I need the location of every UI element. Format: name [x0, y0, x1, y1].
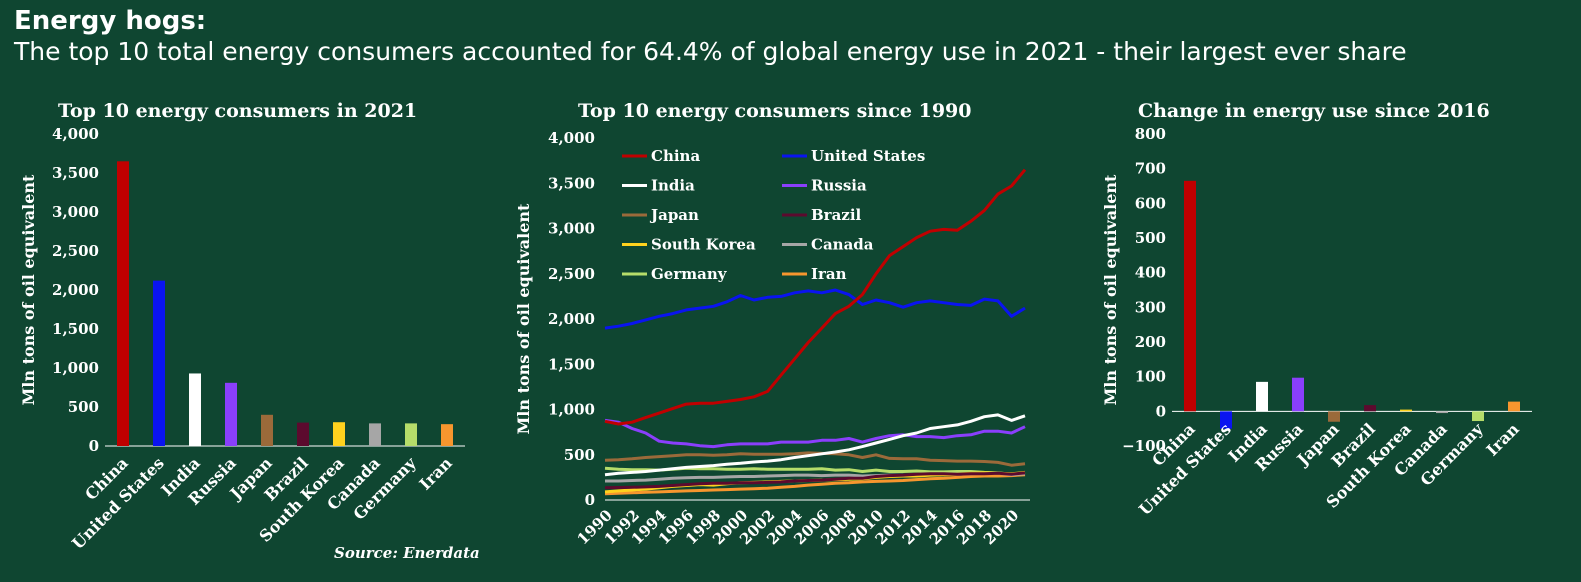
c2-ytick-label: 1,000: [548, 401, 595, 419]
line-chart-title: Top 10 energy consumers since 1990: [578, 100, 972, 122]
c2-ytick-label: 3,500: [548, 174, 595, 192]
c3-ytick-label: 100: [1135, 368, 1166, 386]
c2-series-line-russia: [604, 418, 1026, 449]
c1-ytick-label: 3,000: [52, 203, 99, 221]
c2-series-line-united-states: [604, 288, 1026, 330]
c3-bar-china: [1184, 180, 1196, 412]
c3-bar-canada: [1436, 411, 1448, 414]
c1-ytick-label: 4,000: [52, 125, 99, 143]
c1-bar-japan: [261, 414, 273, 446]
c2-ytick-label: 0: [585, 491, 595, 509]
c1-ytick-label: 500: [68, 398, 99, 416]
c2-ytick-label: 3,000: [548, 220, 595, 238]
c3-bar-brazil: [1364, 405, 1376, 412]
c1-bar-china: [117, 161, 129, 447]
c3-bar-japan: [1328, 411, 1340, 422]
c3-xtick-iran: Iran: [1483, 419, 1524, 460]
c1-bar-united-states: [153, 280, 165, 446]
c2-series-line-india: [604, 413, 1026, 477]
c1-bar-germany: [405, 423, 417, 446]
chart-subtitle: The top 10 total energy consumers accoun…: [14, 37, 1407, 66]
c2-ytick-label: 1,500: [548, 355, 595, 373]
c3-bar-united-states: [1220, 411, 1232, 429]
change-chart-title: Change in energy use since 2016: [1138, 100, 1490, 122]
c2-legend-label-brazil: Brazil: [811, 206, 862, 224]
c2-legend-label-germany: Germany: [651, 265, 728, 283]
c3-ytick-label: 200: [1135, 333, 1166, 351]
c1-bar-india: [189, 373, 201, 446]
c1-xtick-iran: Iran: [416, 453, 457, 494]
c2-legend-label-china: China: [651, 147, 700, 165]
top10-2021-bar-chart: 0 500 1,000 1,500 2,000 2,500 3,000 3,500 4,000 M…: [19, 125, 465, 553]
c3-ytick-label: 400: [1135, 264, 1166, 282]
since-1990-line-chart: 0 500 1,000 1,500 2,000 2,500 3,000 3,500 4,000 M…: [514, 129, 1030, 548]
c2-ytick-label: 2,000: [548, 310, 595, 328]
c2-legend-label-india: India: [651, 177, 695, 195]
chart-headline: Energy hogs:: [14, 6, 207, 36]
c1-bar-russia: [225, 382, 237, 446]
c3-ytick-label: 0: [1156, 402, 1166, 420]
bar-chart-title: Top 10 energy consumers in 2021: [58, 100, 418, 122]
c3-bar-russia: [1292, 377, 1304, 412]
c3-ytick-label: 500: [1135, 229, 1166, 247]
c1-ytick-label: 2,500: [52, 242, 99, 260]
c2-legend-label-united-states: United States: [811, 147, 925, 165]
c1-ytick-label: 2,000: [52, 281, 99, 299]
c3-ytick-label: 600: [1135, 194, 1166, 212]
c2-series-line-china: [604, 168, 1027, 426]
c3-bar-india: [1256, 381, 1268, 412]
c1-ylabel: Mln tons of oil equivalent: [19, 174, 38, 405]
c2-ytick-label: 4,000: [548, 129, 595, 147]
c1-bar-iran: [441, 424, 453, 446]
c2-legend-label-japan: Japan: [649, 206, 699, 224]
c1-bar-brazil: [297, 422, 309, 446]
c2-legend-label-south-korea: South Korea: [651, 236, 756, 254]
change-since-2016-bar-chart: −100 0 100 200 300 400 500 600 700 800 Mln tons of…: [1101, 125, 1532, 519]
c2-ylabel: Mln tons of oil equivalent: [514, 203, 533, 434]
c3-ytick-label: 800: [1135, 125, 1166, 143]
source-note: Source: Enerdata: [334, 544, 480, 562]
c1-bar-south-korea: [333, 422, 345, 446]
c2-legend-label-canada: Canada: [811, 236, 874, 254]
c1-ytick-label: 3,500: [52, 164, 99, 182]
c1-bar-canada: [369, 423, 381, 446]
c1-ytick-label: 1,500: [52, 320, 99, 338]
c1-ytick-label: 1,000: [52, 359, 99, 377]
c2-series-line-japan: [604, 451, 1026, 467]
c3-ytick-label: 700: [1135, 160, 1166, 178]
c3-ytick-label: −100: [1122, 437, 1166, 455]
c3-ytick-label: 300: [1135, 298, 1166, 316]
c3-bar-germany: [1472, 411, 1484, 422]
c2-ytick-label: 2,500: [548, 265, 595, 283]
c2-series-line-iran: [604, 473, 1026, 496]
c2-legend-label-russia: Russia: [811, 177, 867, 195]
c2-legend-label-iran: Iran: [811, 265, 847, 283]
c1-ytick-label: 0: [89, 437, 99, 455]
c3-bar-south-korea: [1400, 409, 1412, 412]
c2-ytick-label: 500: [564, 446, 595, 464]
c3-ylabel: Mln tons of oil equivalent: [1101, 174, 1120, 405]
c2-series-line-brazil: [604, 471, 1026, 490]
c3-bar-iran: [1508, 401, 1520, 412]
